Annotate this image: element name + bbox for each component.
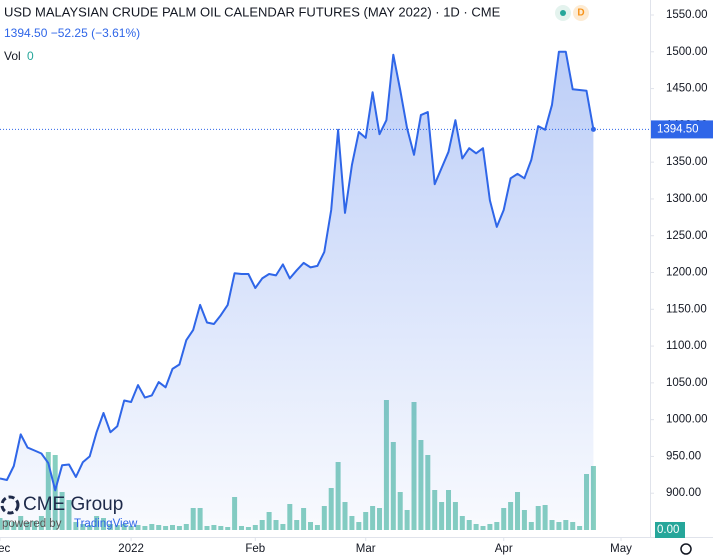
y-tick-label: 1300.00 xyxy=(666,193,708,205)
x-tick-label: Apr xyxy=(495,543,513,555)
y-tick-label: 1350.00 xyxy=(666,156,708,168)
y-tick-label: 1100.00 xyxy=(666,340,707,352)
y-tick-label: 1500.00 xyxy=(666,46,708,58)
volume-tick-box xyxy=(655,522,685,538)
last-point xyxy=(590,126,596,132)
y-tick-label: 1250.00 xyxy=(666,230,708,242)
y-tick-label: 1050.00 xyxy=(666,377,708,389)
last-price-label: 1394.50 xyxy=(657,123,699,135)
y-tick-label: 1150.00 xyxy=(666,303,707,315)
logo: CME Group powered by TradingView xyxy=(0,494,138,530)
status-dot xyxy=(560,10,566,16)
volume-value: 0 xyxy=(27,49,34,63)
x-tick-label: Mar xyxy=(356,543,376,555)
status-icon xyxy=(573,5,589,21)
status-label: D xyxy=(577,8,584,19)
y-tick-label: 900.00 xyxy=(666,487,701,499)
x-tick-label: May xyxy=(610,543,632,555)
brand: TradingView xyxy=(74,518,138,530)
gear[interactable] xyxy=(680,543,692,555)
price-area xyxy=(0,51,594,531)
price-line xyxy=(0,50,595,492)
chart-title: USD MALAYSIAN CRUDE PALM OIL CALENDAR FU… xyxy=(4,4,501,19)
x-tick-label: 2022 xyxy=(118,543,144,555)
volume-tick-label: 0.00 xyxy=(657,524,679,536)
y-tick-label: 1550.00 xyxy=(666,9,708,21)
volume-label: Vol xyxy=(4,49,21,63)
y-tick-label: 1000.00 xyxy=(666,414,708,426)
logo-text: CME Group xyxy=(23,494,123,515)
x-tick-label: Feb xyxy=(245,543,265,555)
last-price-box xyxy=(651,120,713,139)
plot-area xyxy=(0,50,596,531)
powered-by: powered by xyxy=(2,518,62,530)
quote: 1394.50 −52.25 (−3.61%) xyxy=(4,26,140,40)
logo-icon xyxy=(0,495,20,515)
x-tick-label: Dec xyxy=(0,543,10,555)
y-tick-label: 1450.00 xyxy=(666,83,708,95)
volume-bar xyxy=(590,466,596,530)
y-tick-label: 950.00 xyxy=(666,450,701,462)
settings-icon[interactable] xyxy=(680,543,692,555)
y-tick-label: 1200.00 xyxy=(666,267,708,279)
